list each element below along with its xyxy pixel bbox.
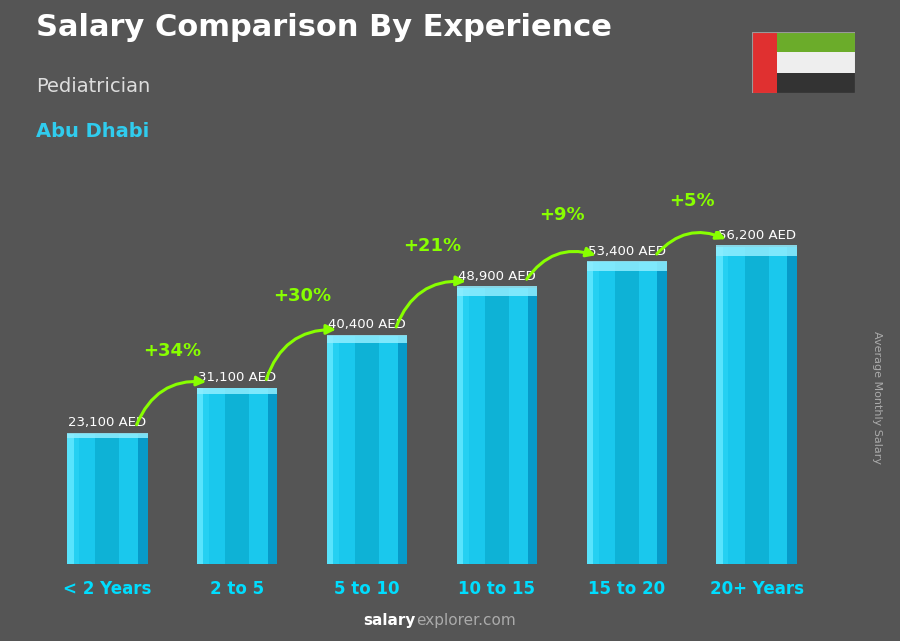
Text: +21%: +21%: [403, 237, 461, 254]
Text: salary: salary: [364, 613, 416, 628]
Bar: [68, 433, 74, 564]
Bar: [615, 262, 639, 564]
Bar: [456, 288, 464, 564]
Bar: [778, 72, 855, 93]
Bar: [456, 287, 537, 296]
Text: +5%: +5%: [669, 192, 715, 210]
Text: 56,200 AED: 56,200 AED: [717, 229, 796, 242]
Bar: [464, 288, 469, 564]
Bar: [527, 288, 537, 564]
Bar: [333, 336, 339, 564]
Bar: [197, 388, 277, 394]
Bar: [197, 388, 203, 564]
Bar: [788, 247, 796, 564]
FancyArrowPatch shape: [137, 377, 202, 425]
FancyArrowPatch shape: [657, 231, 723, 254]
Bar: [398, 336, 408, 564]
Text: explorer.com: explorer.com: [416, 613, 516, 628]
Text: Average Monthly Salary: Average Monthly Salary: [872, 331, 883, 464]
Bar: [587, 262, 593, 564]
Bar: [657, 262, 667, 564]
Text: 23,100 AED: 23,100 AED: [68, 416, 147, 429]
Text: Abu Dhabi: Abu Dhabi: [36, 122, 149, 141]
Bar: [778, 53, 855, 72]
Bar: [716, 247, 796, 564]
Bar: [225, 388, 249, 564]
Bar: [95, 433, 120, 564]
Bar: [752, 32, 778, 93]
Text: +9%: +9%: [539, 206, 585, 224]
Bar: [744, 247, 769, 564]
Text: Pediatrician: Pediatrician: [36, 77, 150, 96]
FancyArrowPatch shape: [266, 326, 333, 379]
Bar: [268, 388, 277, 564]
Text: 53,400 AED: 53,400 AED: [588, 245, 666, 258]
Bar: [716, 245, 796, 256]
Text: 40,400 AED: 40,400 AED: [328, 318, 406, 331]
Bar: [778, 32, 855, 53]
Bar: [74, 433, 79, 564]
Bar: [485, 288, 509, 564]
Bar: [68, 433, 148, 438]
Bar: [456, 288, 537, 564]
Bar: [593, 262, 598, 564]
Bar: [203, 388, 209, 564]
FancyArrowPatch shape: [396, 277, 463, 327]
Text: 48,900 AED: 48,900 AED: [458, 270, 536, 283]
Bar: [587, 262, 667, 564]
Bar: [587, 261, 667, 272]
Bar: [723, 247, 728, 564]
Bar: [355, 336, 379, 564]
Bar: [68, 433, 148, 564]
Text: +34%: +34%: [143, 342, 202, 360]
Bar: [327, 335, 408, 343]
Text: +30%: +30%: [273, 287, 331, 305]
Bar: [327, 336, 408, 564]
Bar: [138, 433, 148, 564]
Bar: [716, 247, 723, 564]
Bar: [197, 388, 277, 564]
Bar: [327, 336, 333, 564]
Text: 31,100 AED: 31,100 AED: [198, 370, 276, 384]
FancyArrowPatch shape: [526, 248, 593, 279]
Text: Salary Comparison By Experience: Salary Comparison By Experience: [36, 13, 612, 42]
